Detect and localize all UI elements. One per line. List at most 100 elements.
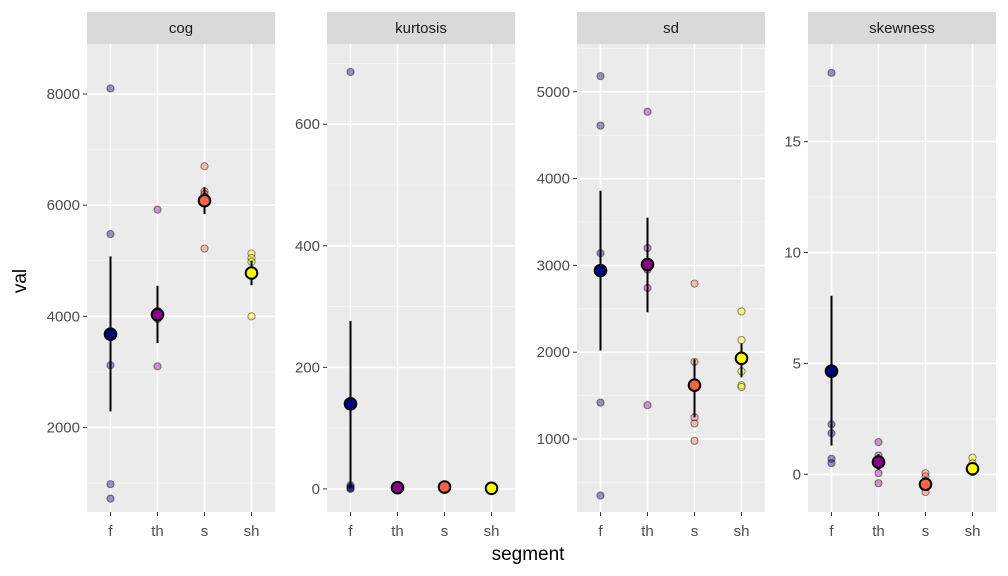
- x-tick-label: s: [922, 523, 930, 540]
- y-tick-label: 0: [793, 466, 801, 483]
- x-tick-label: f: [108, 523, 113, 540]
- x-tick-label: th: [641, 523, 654, 540]
- y-tick-label: 400: [295, 238, 320, 255]
- data-point: [106, 84, 115, 93]
- data-point: [690, 436, 699, 445]
- panel-background: [577, 44, 765, 512]
- mean-point: [244, 266, 259, 280]
- strip-label: kurtosis: [395, 20, 447, 37]
- data-point: [200, 162, 209, 171]
- y-tick-label: 2000: [537, 344, 570, 361]
- x-tick-label: f: [598, 523, 603, 540]
- data-point: [690, 279, 699, 288]
- data-point: [643, 401, 652, 410]
- data-point: [737, 381, 746, 390]
- data-point: [346, 67, 355, 77]
- y-tick-label: 6000: [47, 197, 80, 214]
- x-tick-label: sh: [484, 523, 500, 540]
- x-tick-label: sh: [965, 523, 981, 540]
- strip-label: cog: [169, 20, 193, 37]
- data-point: [737, 382, 746, 392]
- mean-point: [965, 461, 980, 476]
- x-tick-label: th: [151, 523, 164, 540]
- strip-background: [808, 12, 996, 44]
- data-point: [827, 68, 836, 77]
- data-point: [968, 453, 977, 462]
- data-point: [874, 469, 883, 478]
- mean-point: [734, 351, 749, 366]
- x-tick-label: f: [829, 523, 834, 540]
- data-point: [596, 72, 605, 81]
- panel-background: [87, 44, 275, 512]
- data-point: [596, 398, 605, 407]
- mean-point: [150, 307, 165, 322]
- mean-point: [871, 455, 886, 469]
- panel-cog: cog 2000 4000 6000 8000 f th s sh: [47, 12, 275, 540]
- y-tick-label: 4000: [537, 171, 570, 188]
- y-axis-title: val: [10, 269, 31, 293]
- panel-kurtosis: kurtosis 0 200 400 600 f th s sh: [295, 12, 515, 540]
- y-tick-label: 200: [295, 359, 320, 376]
- x-tick-label: th: [391, 523, 404, 540]
- data-point: [596, 491, 605, 500]
- y-tick-label: 10: [784, 244, 801, 261]
- mean-point: [918, 477, 933, 492]
- mean-point: [343, 397, 358, 411]
- data-point: [153, 205, 162, 214]
- data-point: [106, 494, 115, 503]
- mean-point: [197, 193, 212, 208]
- mean-point: [824, 364, 839, 378]
- mean-point: [593, 263, 608, 278]
- mean-point: [390, 480, 405, 495]
- y-tick-label: 5: [793, 355, 801, 372]
- strip-label: skewness: [869, 20, 935, 37]
- data-point: [596, 121, 605, 130]
- x-tick-label: sh: [244, 523, 260, 540]
- x-tick-label: f: [348, 523, 353, 540]
- mean-point: [484, 481, 499, 496]
- mean-point: [103, 327, 118, 341]
- strip-label: sd: [663, 20, 679, 37]
- strip-background: [327, 12, 515, 44]
- data-point: [643, 107, 652, 116]
- y-tick-label: 3000: [537, 257, 570, 274]
- strip-background: [87, 12, 275, 44]
- mean-point: [640, 257, 655, 272]
- x-axis-title: segment: [492, 544, 566, 565]
- mean-point: [687, 378, 702, 393]
- y-tick-label: 8000: [47, 86, 80, 103]
- data-point: [827, 459, 836, 468]
- mean-point: [437, 480, 452, 494]
- data-point: [737, 307, 746, 316]
- data-point: [690, 419, 699, 428]
- panel-sd: sd 1000 2000 3000 4000 5000 f th s sh: [537, 12, 765, 540]
- y-tick-label: 2000: [47, 420, 80, 437]
- data-point: [921, 469, 930, 478]
- y-tick-label: 0: [312, 481, 320, 498]
- y-tick-label: 4000: [47, 308, 80, 325]
- x-tick-label: sh: [734, 523, 750, 540]
- data-point: [106, 229, 115, 239]
- y-tick-label: 15: [784, 134, 801, 151]
- y-tick-label: 600: [295, 116, 320, 133]
- data-point: [200, 244, 209, 253]
- data-point: [874, 479, 883, 488]
- y-tick-label: 1000: [537, 431, 570, 448]
- data-point: [153, 362, 162, 371]
- data-point: [737, 335, 746, 345]
- x-tick-label: th: [872, 523, 885, 540]
- data-point: [106, 480, 115, 489]
- panel-background: [327, 44, 515, 512]
- strip-background: [577, 12, 765, 44]
- y-tick-label: 5000: [537, 84, 570, 101]
- x-tick-label: s: [201, 523, 209, 540]
- data-point: [874, 438, 883, 447]
- data-point: [247, 312, 256, 321]
- x-tick-label: s: [441, 523, 449, 540]
- data-point: [827, 454, 836, 463]
- x-tick-label: s: [691, 523, 699, 540]
- data-point: [247, 249, 256, 258]
- panel-skewness: skewness 0 5 10 15 f th s sh: [784, 12, 996, 540]
